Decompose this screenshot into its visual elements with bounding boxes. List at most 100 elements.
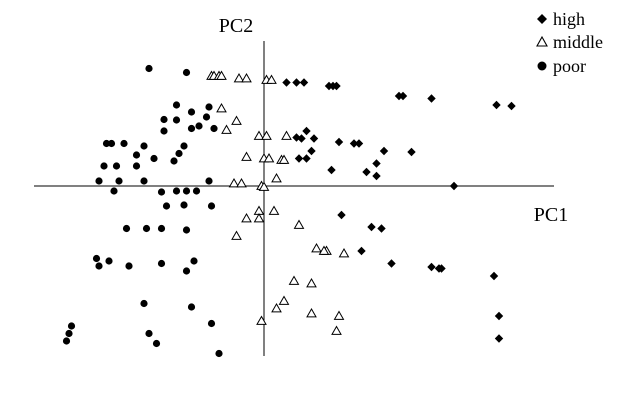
y-axis-label: PC2 (219, 15, 253, 37)
point-high (327, 165, 336, 175)
point-middle (236, 177, 247, 188)
point-high (357, 246, 366, 256)
point-middle (253, 130, 265, 140)
point-poor (112, 162, 121, 170)
point-poor (110, 187, 118, 195)
point-middle (318, 245, 330, 255)
point-poor (132, 162, 141, 170)
point-poor (145, 329, 153, 338)
point-high (367, 222, 376, 232)
point-middle (266, 74, 277, 84)
point-high (309, 134, 319, 143)
point-middle (278, 295, 290, 305)
point-middle (216, 102, 227, 113)
point-high (294, 154, 304, 163)
point-poor (195, 122, 203, 130)
point-middle (233, 72, 245, 83)
point-poor (157, 224, 166, 233)
point-middle (271, 302, 282, 313)
point-poor (182, 187, 191, 195)
point-poor (105, 257, 113, 265)
point-poor (170, 157, 178, 165)
point-high (437, 264, 446, 273)
point-poor (67, 322, 76, 330)
point-high (302, 154, 311, 163)
point-high (292, 78, 301, 87)
point-poor (140, 142, 148, 150)
point-high (372, 159, 381, 168)
point-middle (228, 177, 240, 188)
point-poor (120, 139, 128, 148)
point-middle (311, 242, 322, 253)
point-poor (182, 267, 191, 275)
point-middle (241, 151, 252, 161)
point-high (494, 311, 504, 321)
legend-triangle-marker (536, 35, 548, 47)
point-high (489, 271, 499, 281)
point-poor (145, 64, 153, 73)
point-poor (180, 201, 188, 209)
point-middle (288, 275, 300, 285)
point-middle (278, 154, 290, 164)
point-poor (190, 257, 198, 265)
point-high (297, 134, 306, 143)
point-poor (157, 188, 166, 196)
point-poor (92, 254, 101, 263)
point-poor (140, 299, 148, 308)
point-high (449, 181, 459, 191)
point-poor (205, 177, 213, 185)
point-poor (125, 262, 133, 270)
point-high (349, 139, 359, 148)
point-high (292, 133, 301, 142)
point-poor (115, 177, 123, 185)
point-middle (241, 72, 252, 83)
point-poor (215, 349, 223, 358)
point-poor (65, 329, 73, 338)
point-high (492, 100, 501, 110)
point-poor (150, 154, 158, 163)
legend-diamond-marker (537, 14, 547, 24)
point-middle (333, 310, 345, 320)
point-middle (253, 212, 265, 223)
point-poor (187, 108, 196, 116)
point-poor (175, 149, 183, 158)
legend-item-high: high (537, 9, 585, 29)
point-middle (231, 230, 242, 240)
point-poor (207, 202, 216, 210)
point-high (307, 146, 316, 156)
point-poor (180, 142, 188, 150)
point-poor (192, 187, 201, 195)
legend-label-poor: poor (553, 56, 586, 76)
point-poor (152, 339, 161, 348)
point-middle (221, 124, 232, 134)
point-high (372, 171, 381, 181)
point-poor (157, 259, 166, 268)
point-high (362, 167, 371, 177)
point-poor (172, 101, 181, 109)
point-poor (182, 68, 191, 77)
point-high (379, 146, 389, 156)
point-middle (241, 212, 252, 223)
point-high (494, 334, 504, 343)
legend-item-middle: middle (536, 32, 603, 52)
point-middle (216, 70, 227, 80)
legend-circle-marker (537, 61, 547, 71)
point-poor (207, 319, 216, 328)
point-middle (338, 247, 350, 258)
point-high (427, 94, 436, 103)
point-poor (160, 127, 168, 135)
x-axis-label: PC1 (534, 204, 568, 226)
point-high (299, 78, 309, 87)
point-middle (271, 172, 282, 183)
point-poor (172, 187, 181, 195)
point-high (302, 126, 311, 136)
point-poor (102, 139, 111, 148)
point-poor (100, 162, 108, 170)
point-poor (187, 124, 196, 133)
point-middle (261, 130, 272, 140)
point-poor (132, 151, 141, 159)
data-points (62, 64, 516, 358)
point-middle (263, 152, 275, 163)
